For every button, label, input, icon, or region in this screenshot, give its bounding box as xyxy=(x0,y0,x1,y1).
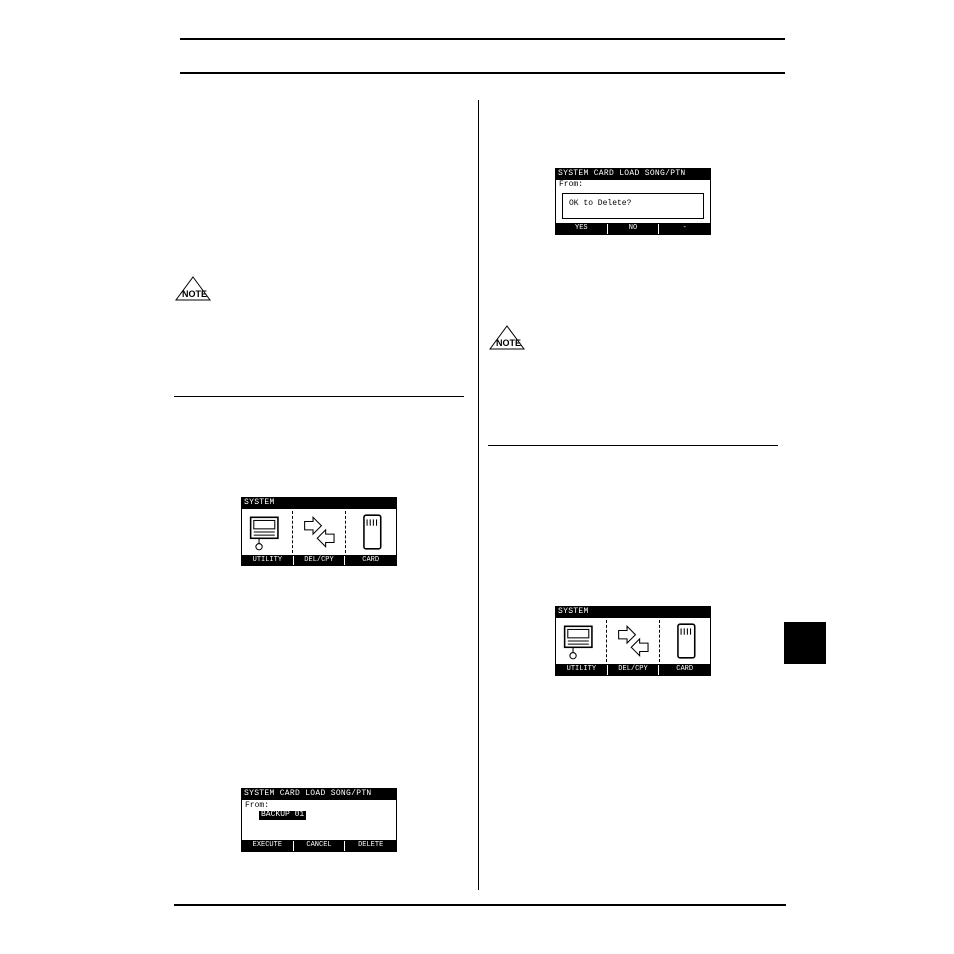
tab-no[interactable]: NO xyxy=(607,224,659,234)
column-divider xyxy=(478,100,479,890)
lcd-delete-confirm: SYSTEM CARD LOAD SONG/PTN From: OK to De… xyxy=(555,168,711,235)
lcd-tabs: UTILITY DEL/CPY CARD xyxy=(556,664,710,675)
lcd-body: From: OK to Delete? xyxy=(556,180,710,220)
lcd-tabs: YES NO - xyxy=(556,223,710,234)
footer-rule xyxy=(174,904,786,906)
system-icons xyxy=(556,618,710,664)
header-bar xyxy=(180,38,785,74)
card-graphic xyxy=(350,511,395,553)
lcd-system-menu: SYSTEM xyxy=(241,497,397,566)
selected-backup[interactable]: BACKUP 01 xyxy=(259,811,306,820)
tab-cancel[interactable]: CANCEL xyxy=(293,841,345,851)
utility-graphic xyxy=(557,620,602,662)
text-block xyxy=(488,357,778,427)
svg-text:NOTE: NOTE xyxy=(182,289,207,299)
tab-card[interactable]: CARD xyxy=(344,556,396,566)
delcpy-graphic xyxy=(611,620,656,662)
tab-blank[interactable]: - xyxy=(658,224,710,234)
tab-execute[interactable]: EXECUTE xyxy=(242,841,293,851)
lcd-tabs: UTILITY DEL/CPY CARD xyxy=(242,555,396,566)
text-block xyxy=(174,409,464,489)
text-block xyxy=(488,458,778,598)
text-block xyxy=(174,580,464,780)
svg-text:NOTE: NOTE xyxy=(496,338,521,348)
delete-prompt: OK to Delete? xyxy=(569,199,631,208)
text-block xyxy=(488,249,778,319)
lcd-load-backup: SYSTEM CARD LOAD SONG/PTN From: BACKUP 0… xyxy=(241,788,397,851)
left-column: NOTE SYSTEM xyxy=(174,100,464,866)
tab-card[interactable]: CARD xyxy=(658,665,710,675)
tab-utility[interactable]: UTILITY xyxy=(242,556,293,566)
system-icons xyxy=(242,509,396,555)
delcpy-graphic xyxy=(297,511,342,553)
card-graphic xyxy=(664,620,709,662)
lcd-system-menu-2: SYSTEM xyxy=(555,606,711,675)
lcd-tabs: EXECUTE CANCEL DELETE xyxy=(242,840,396,851)
tab-utility[interactable]: UTILITY xyxy=(556,665,607,675)
text-block xyxy=(174,100,464,270)
note-icon: NOTE xyxy=(174,276,212,302)
lcd-title: SYSTEM xyxy=(556,607,710,618)
page-marker-square xyxy=(784,622,826,664)
tab-delcpy[interactable]: DEL/CPY xyxy=(607,665,659,675)
utility-graphic xyxy=(243,511,288,553)
from-label: From: xyxy=(556,180,710,191)
text-block xyxy=(488,100,778,160)
tab-yes[interactable]: YES xyxy=(556,224,607,234)
lcd-body: From: BACKUP 01 xyxy=(242,800,396,840)
section-rule xyxy=(488,445,778,446)
right-column: SYSTEM CARD LOAD SONG/PTN From: OK to De… xyxy=(488,100,778,690)
lcd-title: SYSTEM CARD LOAD SONG/PTN xyxy=(556,169,710,180)
lcd-title: SYSTEM CARD LOAD SONG/PTN xyxy=(242,789,396,800)
lcd-title: SYSTEM xyxy=(242,498,396,509)
section-rule xyxy=(174,396,464,397)
text-block xyxy=(174,308,464,378)
tab-delcpy[interactable]: DEL/CPY xyxy=(293,556,345,566)
tab-delete[interactable]: DELETE xyxy=(344,841,396,851)
note-icon: NOTE xyxy=(488,325,526,351)
page: NOTE SYSTEM xyxy=(0,0,954,954)
